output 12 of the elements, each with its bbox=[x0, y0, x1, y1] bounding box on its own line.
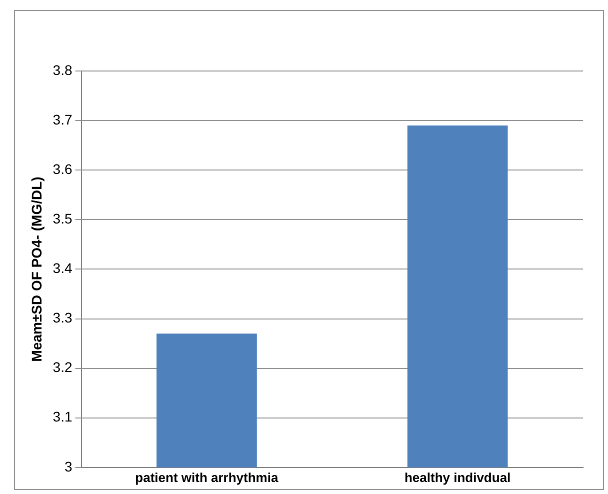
y-tick-label: 3.8 bbox=[52, 62, 72, 78]
y-tick-label: 3.5 bbox=[52, 210, 72, 227]
y-tick-label: 3.4 bbox=[52, 260, 72, 276]
y-tick-label: 3 bbox=[64, 458, 72, 474]
y-tick-label: 3.6 bbox=[52, 160, 72, 177]
y-tick-label: 3.1 bbox=[52, 408, 72, 425]
y-tick-label: 3.3 bbox=[52, 310, 72, 326]
x-tick-label: patient with arrhythmia bbox=[135, 470, 279, 485]
y-tick-label: 3.2 bbox=[52, 359, 72, 376]
y-axis-title: Meam±SD OF PO4- (MG/DL) bbox=[28, 176, 44, 362]
x-tick-label: healthy indivdual bbox=[404, 470, 511, 485]
y-tick-label: 3.7 bbox=[52, 111, 72, 128]
